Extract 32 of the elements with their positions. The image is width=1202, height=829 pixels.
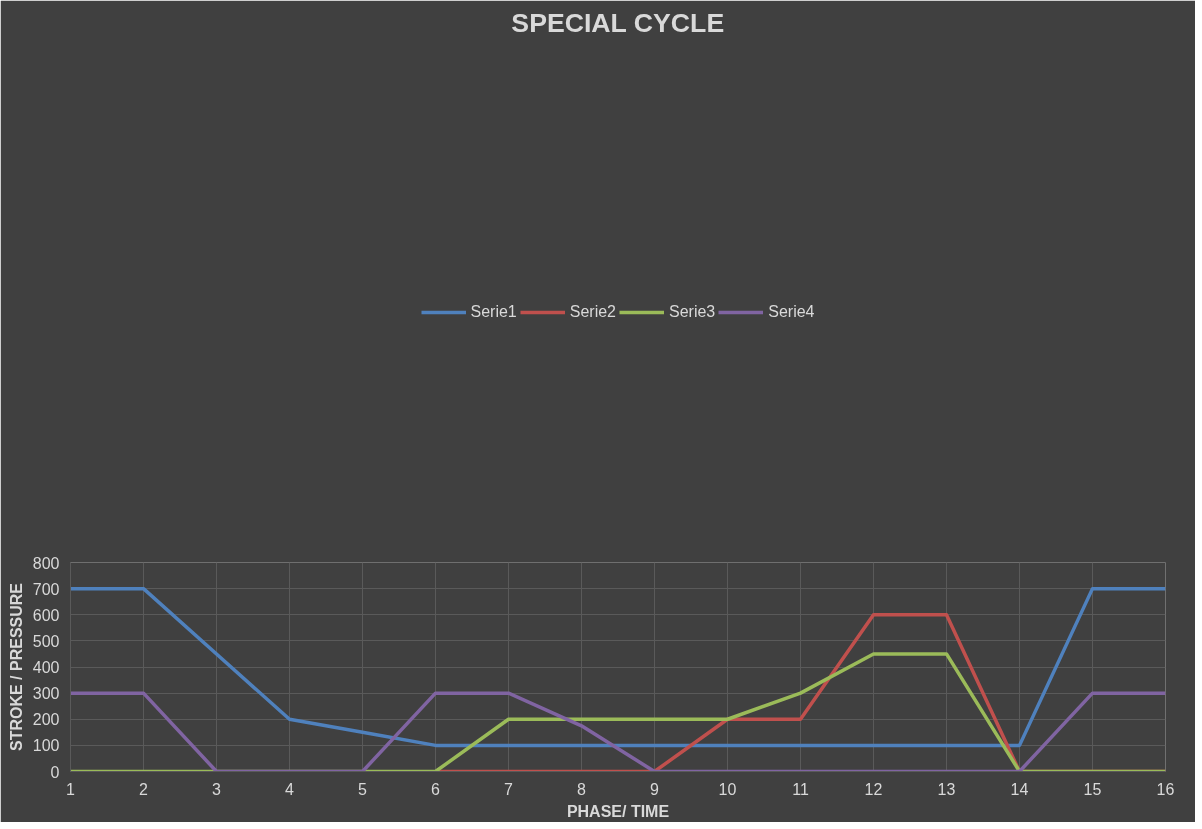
x-tick-label: 8 xyxy=(577,780,587,798)
x-tick-label: 10 xyxy=(718,780,737,798)
legend-label: Serie4 xyxy=(768,303,815,321)
x-tick-label: 5 xyxy=(358,780,368,798)
y-axis-title: STROKE / PRESSURE xyxy=(7,582,25,752)
chart-title: SPECIAL CYCLE xyxy=(511,7,725,38)
x-tick-label: 15 xyxy=(1083,780,1102,798)
y-tick-label: 700 xyxy=(32,580,60,598)
legend-label: Serie1 xyxy=(470,303,517,321)
x-tick-label: 9 xyxy=(650,780,660,798)
x-tick-label: 7 xyxy=(504,780,514,798)
y-tick-label: 600 xyxy=(32,606,60,624)
x-tick-label: 12 xyxy=(864,780,883,798)
x-axis-title: PHASE/ TIME xyxy=(566,802,670,820)
y-tick-label: 800 xyxy=(32,554,60,572)
x-tick-label: 1 xyxy=(66,780,76,798)
legend-label: Serie3 xyxy=(669,303,716,321)
legend-label: Serie2 xyxy=(569,303,616,321)
x-tick-label: 11 xyxy=(792,780,809,798)
x-tick-label: 4 xyxy=(285,780,295,798)
y-tick-label: 500 xyxy=(32,632,60,650)
y-tick-label: 0 xyxy=(50,763,60,781)
x-tick-label: 16 xyxy=(1156,780,1175,798)
x-tick-label: 2 xyxy=(139,780,149,798)
x-tick-label: 6 xyxy=(431,780,441,798)
y-tick-label: 300 xyxy=(32,685,60,703)
x-tick-label: 3 xyxy=(212,780,222,798)
x-tick-label: 14 xyxy=(1010,780,1029,798)
y-tick-label: 200 xyxy=(32,711,60,729)
y-tick-label: 100 xyxy=(32,737,60,755)
y-tick-label: 400 xyxy=(32,659,60,676)
x-tick-label: 13 xyxy=(937,780,956,798)
